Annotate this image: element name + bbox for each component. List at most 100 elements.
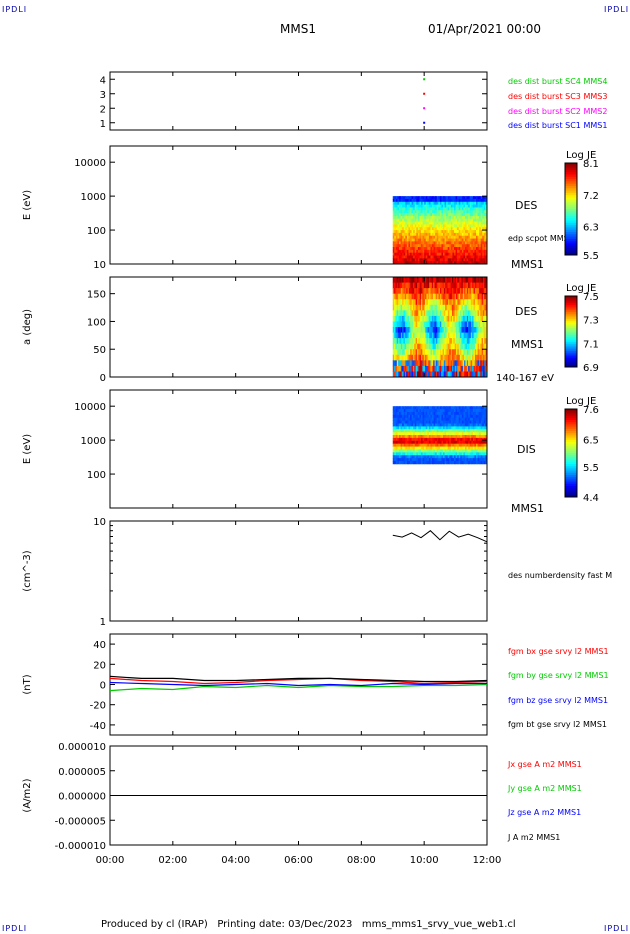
pitch-angle-cell xyxy=(472,321,474,328)
des-spectrogram-cell xyxy=(402,249,405,254)
des-spectrogram-cell xyxy=(465,258,467,262)
pitch-angle-cell xyxy=(430,288,433,295)
dis-spectrogram-cell xyxy=(438,420,441,424)
des-spectrogram-cell xyxy=(427,244,430,248)
pitch-angle-cell xyxy=(465,304,468,311)
dis-spectrogram-cell xyxy=(406,443,409,447)
des-spectrogram-cell xyxy=(466,241,469,245)
des-spectrogram-cell xyxy=(402,258,405,262)
y-tick-label: -20 xyxy=(90,701,106,712)
des-spectrogram-cell xyxy=(408,238,411,242)
colorbar-cell xyxy=(565,245,577,249)
dis-spectrogram-cell xyxy=(480,420,483,424)
dis-spectrogram-cell xyxy=(413,446,416,450)
pitch-angle-cell xyxy=(411,277,414,283)
pitch-angle-cell xyxy=(396,304,399,311)
dis-spectrogram-cell xyxy=(466,411,469,416)
dis-spectrogram-cell xyxy=(436,435,439,439)
des-spectrogram-cell xyxy=(439,221,442,225)
pitch-angle-cell xyxy=(480,310,483,317)
pitch-angle-cell xyxy=(450,371,453,378)
des-spectrogram-cell xyxy=(454,238,456,242)
des-spectrogram-cell xyxy=(395,224,398,228)
des-spectrogram-cell xyxy=(477,221,480,225)
des-spectrogram-cell xyxy=(450,198,453,203)
dis-spectrogram-cell xyxy=(417,414,420,419)
pitch-angle-cell xyxy=(419,332,422,339)
pitch-angle-cell xyxy=(449,288,452,295)
des-spectrogram-cell xyxy=(410,258,412,262)
pitch-angle-cell xyxy=(438,304,441,311)
pitch-angle-cell xyxy=(421,332,423,339)
pitch-angle-cell xyxy=(456,338,458,345)
des-spectrogram-cell xyxy=(422,218,425,222)
dis-spectrogram-cell xyxy=(399,435,402,439)
pitch-angle-cell xyxy=(416,315,419,322)
pitch-angle-cell xyxy=(416,332,419,339)
dis-spectrogram-cell xyxy=(397,443,400,447)
des-spectrogram-cell xyxy=(479,230,482,234)
dis-spectrogram-cell xyxy=(447,409,450,413)
pitch-angle-cell xyxy=(454,371,457,378)
colorbar-cell xyxy=(565,439,577,443)
pitch-angle-cell xyxy=(438,288,441,295)
des-spectrogram-cell xyxy=(460,227,463,231)
des-spectrogram-cell xyxy=(461,241,464,245)
pitch-angle-cell xyxy=(472,288,474,295)
dis-spectrogram-cell xyxy=(424,437,427,442)
colorbar-cell xyxy=(565,248,577,251)
pitch-angle-cell xyxy=(469,349,472,356)
dis-spectrogram-cell xyxy=(411,426,414,430)
des-spectrogram-cell xyxy=(441,235,444,239)
pitch-angle-cell xyxy=(435,354,438,361)
pitch-angle-cell xyxy=(395,277,398,283)
dis-spectrogram-cell xyxy=(392,443,395,447)
des-spectrogram-cell xyxy=(430,215,433,220)
des-spectrogram-cell xyxy=(479,196,482,200)
dis-spectrogram-cell xyxy=(406,429,409,433)
des-spectrogram-cell xyxy=(419,201,422,206)
pitch-angle-cell xyxy=(441,371,443,378)
pitch-angle-cell xyxy=(468,321,470,328)
des-spectrogram-cell xyxy=(436,215,439,220)
colorbar-tick-label: 5.5 xyxy=(583,463,599,474)
pitch-angle-cell xyxy=(480,365,483,372)
dis-spectrogram-cell xyxy=(408,420,411,424)
des-spectrogram-cell xyxy=(406,255,409,259)
des-spectrogram-cell xyxy=(400,201,403,206)
pitch-angle-cell xyxy=(400,343,403,350)
pitch-angle-cell xyxy=(466,277,469,283)
des-spectrogram-cell xyxy=(408,249,411,254)
dis-spectrogram-cell xyxy=(465,443,467,447)
dis-spectrogram-cell xyxy=(474,440,477,445)
des-spectrogram-cell xyxy=(446,232,449,237)
des-spectrogram-cell xyxy=(405,221,408,225)
des-spectrogram-cell xyxy=(468,252,471,256)
des-spectrogram-cell xyxy=(450,210,453,214)
dis-spectrogram-cell xyxy=(428,446,431,450)
pitch-angle-cell xyxy=(410,277,412,283)
des-spectrogram-cell xyxy=(427,196,430,200)
colorbar-cell xyxy=(565,232,577,235)
des-spectrogram-cell xyxy=(422,213,425,217)
dis-spectrogram-cell xyxy=(410,435,412,439)
colorbar-cell xyxy=(565,472,577,476)
dis-spectrogram-cell xyxy=(455,449,458,453)
pitch-angle-cell xyxy=(418,315,421,322)
dis-spectrogram-cell xyxy=(408,409,411,413)
des-spectrogram-cell xyxy=(405,196,408,200)
pitch-angle-cell xyxy=(441,304,443,311)
des-spectrogram-cell xyxy=(428,249,431,254)
des-spectrogram-cell xyxy=(447,244,450,248)
dis-spectrogram-cell xyxy=(433,435,436,439)
dis-spectrogram-cell xyxy=(477,455,480,459)
pitch-angle-cell xyxy=(422,360,425,367)
dis-spectrogram-cell xyxy=(457,437,460,442)
des-spectrogram-cell xyxy=(414,230,417,234)
pitch-angle-cell xyxy=(435,360,438,367)
pitch-angle-cell xyxy=(438,299,441,306)
des-spectrogram-cell xyxy=(446,235,449,239)
des-spectrogram-cell xyxy=(432,258,434,262)
des-spectrogram-cell xyxy=(444,232,447,237)
pitch-angle-cell xyxy=(421,365,423,372)
